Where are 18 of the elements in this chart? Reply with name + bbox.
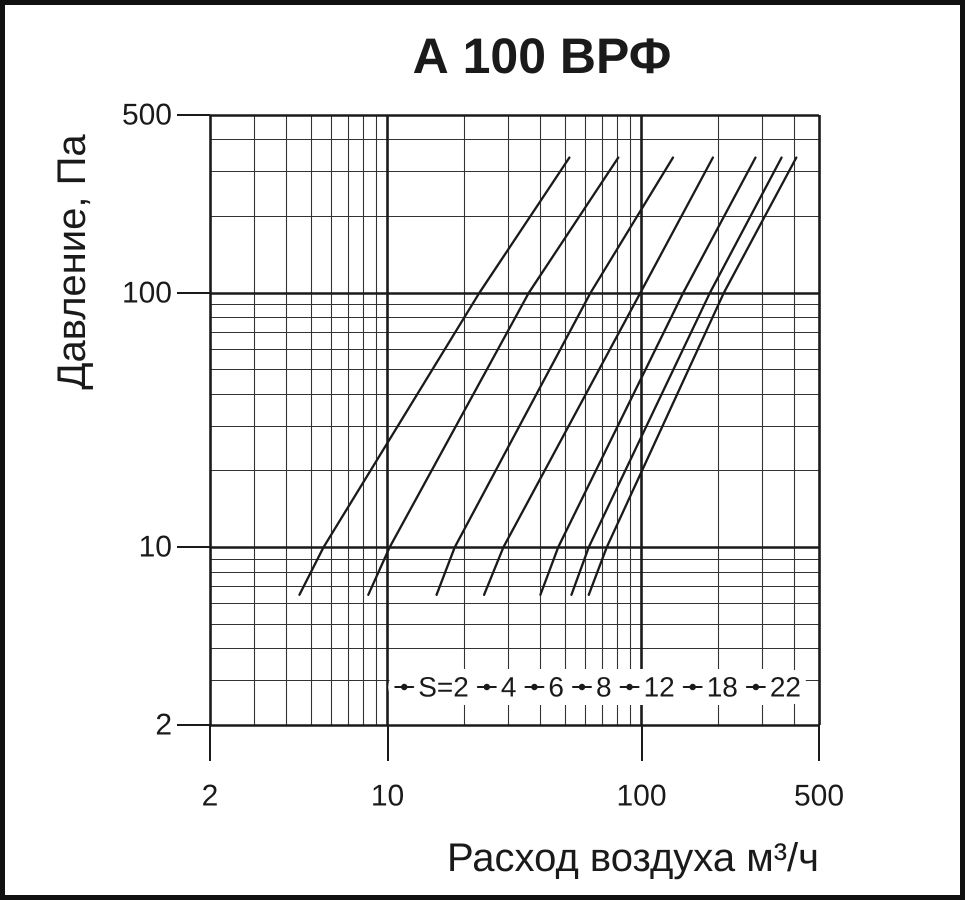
y-tick-label: 10 <box>138 530 172 564</box>
x-axis-title: Расход воздуха м³/ч <box>446 836 819 880</box>
x-tick-label: 500 <box>794 780 844 812</box>
y-axis-title: Давление, Па <box>50 134 94 390</box>
y-tick-label: 500 <box>122 98 172 132</box>
x-tick-label: 10 <box>370 780 404 812</box>
legend-label: 4 <box>500 672 516 702</box>
legend-label: 18 <box>706 672 738 702</box>
legend-label: 22 <box>770 672 802 702</box>
legend-label: 12 <box>644 672 675 702</box>
chart-title: А 100 ВРФ <box>412 28 672 84</box>
x-tick-label: 2 <box>202 780 218 812</box>
legend-label: 6 <box>548 672 564 702</box>
legend-label: S=2 <box>418 672 469 702</box>
y-tick-label: 100 <box>122 276 172 310</box>
legend-label: 8 <box>596 672 612 702</box>
y-tick-label: 2 <box>155 708 172 742</box>
x-tick-label: 100 <box>616 780 667 812</box>
